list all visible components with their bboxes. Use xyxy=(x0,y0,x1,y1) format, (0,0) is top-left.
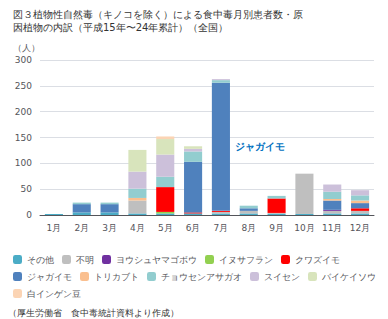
svg-text:その他: その他 xyxy=(27,255,54,265)
svg-text:イヌサフラン: イヌサフラン xyxy=(219,255,273,265)
svg-text:不明: 不明 xyxy=(76,255,94,265)
svg-text:150: 150 xyxy=(15,133,32,143)
svg-text:250: 250 xyxy=(15,81,32,91)
svg-text:4月: 4月 xyxy=(130,223,145,233)
svg-text:ジャガイモ: ジャガイモ xyxy=(27,272,72,282)
svg-text:クワズイモ: クワズイモ xyxy=(295,255,340,265)
svg-text:白インゲン豆: 白インゲン豆 xyxy=(27,289,81,299)
svg-text:1月: 1月 xyxy=(47,223,62,233)
svg-text:チョウセンアサガオ: チョウセンアサガオ xyxy=(161,272,242,282)
svg-text:300: 300 xyxy=(15,55,32,65)
svg-text:スイセン: スイセン xyxy=(264,272,300,282)
svg-text:ヨウシュヤマゴボウ: ヨウシュヤマゴボウ xyxy=(116,255,197,265)
svg-text:3月: 3月 xyxy=(102,223,117,233)
svg-text:0: 0 xyxy=(26,210,32,220)
svg-text:トリカブト: トリカブト xyxy=(94,272,139,282)
svg-text:8月: 8月 xyxy=(241,223,256,233)
svg-text:バイケイソウ: バイケイソウ xyxy=(321,272,376,282)
svg-text:ジャガイモ: ジャガイモ xyxy=(235,141,285,152)
svg-text:200: 200 xyxy=(15,107,32,117)
svg-text:5月: 5月 xyxy=(158,223,173,233)
svg-text:7月: 7月 xyxy=(214,223,229,233)
svg-text:9月: 9月 xyxy=(269,223,284,233)
svg-text:50: 50 xyxy=(21,184,33,194)
svg-text:2月: 2月 xyxy=(74,223,89,233)
svg-text:11月: 11月 xyxy=(322,223,342,233)
svg-text:（人）: （人） xyxy=(13,43,40,53)
svg-text:10月: 10月 xyxy=(294,223,314,233)
svg-text:因植物の内訳（平成15年〜24年累計）（全国）: 因植物の内訳（平成15年〜24年累計）（全国） xyxy=(13,22,228,33)
svg-text:図３植物性自然毒（キノコを除く）による食中毒月別患者数・原: 図３植物性自然毒（キノコを除く）による食中毒月別患者数・原 xyxy=(13,9,303,20)
svg-text:12月: 12月 xyxy=(350,223,370,233)
svg-text:（厚生労働省 食中毒統計資料より作成）: （厚生労働省 食中毒統計資料より作成） xyxy=(8,308,179,318)
svg-text:6月: 6月 xyxy=(186,223,201,233)
svg-text:100: 100 xyxy=(15,158,32,168)
